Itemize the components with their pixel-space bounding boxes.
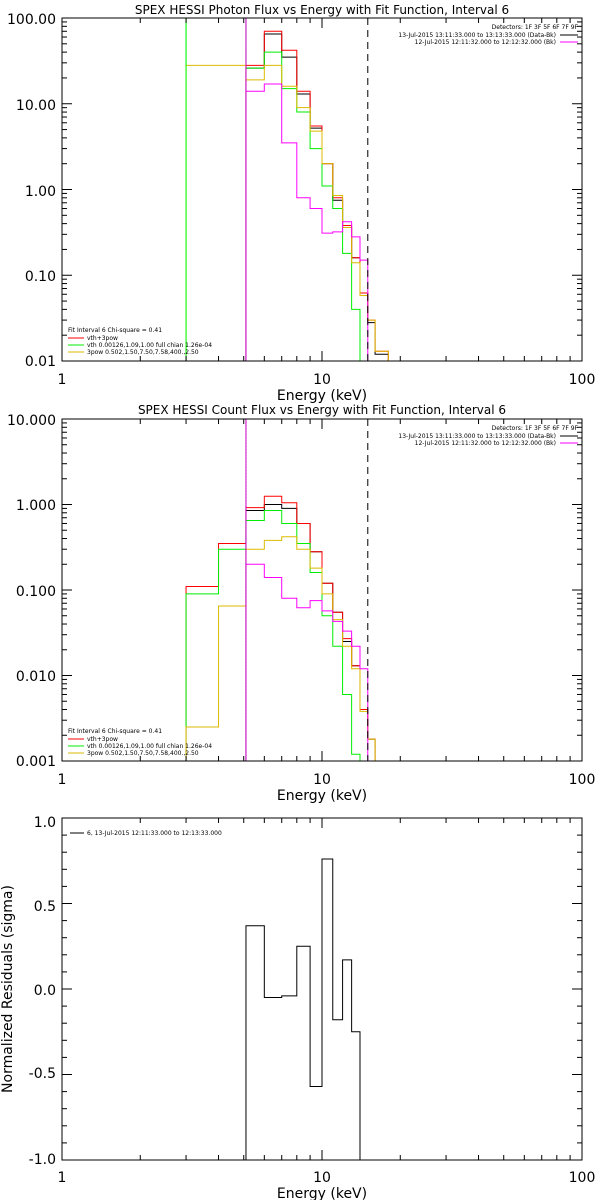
count-flux-panel: SPEX HESSI Count Flux vs Energy with Fit… xyxy=(7,403,596,804)
residuals-x-tick-1: 1 xyxy=(58,1170,67,1186)
photon-flux-panel: SPEX HESSI Photon Flux vs Energy with Fi… xyxy=(7,3,596,404)
series-4-step xyxy=(245,563,369,761)
residuals-series xyxy=(245,858,361,1160)
series-0-step xyxy=(245,858,361,1160)
photon-flux-ticks xyxy=(61,18,582,362)
residuals-panel: 1 10 100 1.0 0.5 0.0 -0.5 -1.0 Energy (k… xyxy=(0,815,595,1200)
count-flux-legend-3pow: 3pow 0.502,1.50,7.50,7.58,400.,2.50 xyxy=(87,750,199,757)
residuals-y-axis-label: Normalized Residuals (sigma) xyxy=(0,885,16,1093)
residuals-ticks xyxy=(61,817,582,1161)
count-flux-x-axis-label: Energy (keV) xyxy=(277,788,367,804)
photon-flux-y-tick-0p1: 0.10 xyxy=(25,269,56,285)
photon-flux-legend-vth: vth 0.00126,1.09,1.00 full chian 1.26e-0… xyxy=(87,342,212,349)
count-flux-reference-lines xyxy=(245,419,369,761)
photon-flux-y-tick-0p01: 0.01 xyxy=(25,354,56,370)
series-0-step xyxy=(245,504,376,761)
count-flux-y-tick-10: 10.000 xyxy=(7,413,56,429)
count-flux-legend-fit-interval: Fit Interval 6 Chi-square = 0.41 xyxy=(68,728,162,735)
photon-flux-legend-bk: 12-Jul-2015 12:11:32.000 to 12:12:32.000… xyxy=(415,39,556,46)
photon-flux-y-tick-1: 1.00 xyxy=(25,184,56,200)
series-3-step xyxy=(185,64,389,361)
photon-flux-plot-frame xyxy=(61,17,583,362)
count-flux-series xyxy=(185,495,376,761)
photon-flux-x-tick-1: 1 xyxy=(58,372,67,388)
photon-flux-reference-lines xyxy=(185,18,369,361)
count-flux-legend-data-bk: 13-Jul-2015 13:11:33.000 to 13:13:33.000… xyxy=(398,433,556,440)
count-flux-legend-detectors: Detectors: 1F 3F 5F 6F 7F 9F xyxy=(492,425,579,432)
series-3-step xyxy=(185,536,376,761)
photon-flux-x-axis-label: Energy (keV) xyxy=(277,388,367,404)
count-flux-title: SPEX HESSI Count Flux vs Energy with Fit… xyxy=(138,403,506,417)
series-4-step xyxy=(245,83,369,361)
photon-flux-legend-3pow: 3pow 0.502,1.50,7.50,7.58,400.,2.50 xyxy=(87,349,199,356)
count-flux-y-tick-1: 1.000 xyxy=(16,498,56,514)
photon-flux-series xyxy=(185,18,389,361)
photon-flux-title: SPEX HESSI Photon Flux vs Energy with Fi… xyxy=(135,3,509,17)
count-flux-x-tick-1: 1 xyxy=(58,772,67,788)
series-2-step xyxy=(185,18,361,361)
residuals-y-tick-m1p0: -1.0 xyxy=(29,1152,56,1168)
residuals-y-tick-0p0: 0.0 xyxy=(34,983,56,999)
photon-flux-y-tick-100: 100.00 xyxy=(7,12,56,28)
residuals-x-tick-10: 10 xyxy=(313,1170,331,1186)
residuals-y-tick-1p0: 1.0 xyxy=(34,815,56,831)
residuals-y-tick-m0p5: -0.5 xyxy=(29,1066,56,1082)
photon-flux-y-tick-10: 10.00 xyxy=(16,98,56,114)
residuals-legend-interval: 6, 13-Jul-2015 12:11:33.000 to 12:13:33.… xyxy=(87,830,222,837)
count-flux-x-tick-10: 10 xyxy=(313,772,331,788)
series-1-step xyxy=(185,495,376,761)
photon-flux-legend-vth3pow: vth+3pow xyxy=(87,335,118,342)
residuals-x-tick-100: 100 xyxy=(569,1170,596,1186)
count-flux-ticks xyxy=(61,419,582,762)
photon-flux-legend-data-bk: 13-Jul-2015 13:11:33.000 to 13:13:33.000… xyxy=(398,32,556,39)
count-flux-y-tick-0p001: 0.001 xyxy=(16,754,56,770)
residuals-y-tick-0p5: 0.5 xyxy=(34,899,56,915)
count-flux-legend-vth: vth 0.00126,1.09,1.00 full chian 1.26e-0… xyxy=(87,743,212,750)
series-1-step xyxy=(245,30,389,361)
count-flux-legend-vth3pow: vth+3pow xyxy=(87,736,118,743)
count-flux-x-tick-100: 100 xyxy=(569,772,596,788)
series-0-step xyxy=(245,33,389,361)
photon-flux-legend-detectors: Detectors: 1F 3F 5F 6F 7F 9F xyxy=(492,24,579,31)
count-flux-y-tick-0p1: 0.100 xyxy=(16,584,56,600)
photon-flux-x-tick-100: 100 xyxy=(569,372,596,388)
photon-flux-legend-fit-interval: Fit Interval 6 Chi-square = 0.41 xyxy=(68,327,162,334)
count-flux-legend-bk: 12-Jul-2015 12:11:32.000 to 12:12:32.000… xyxy=(415,440,556,447)
photon-flux-x-tick-10: 10 xyxy=(313,372,331,388)
count-flux-y-tick-0p01: 0.010 xyxy=(16,669,56,685)
residuals-x-axis-label: Energy (keV) xyxy=(277,1186,367,1200)
